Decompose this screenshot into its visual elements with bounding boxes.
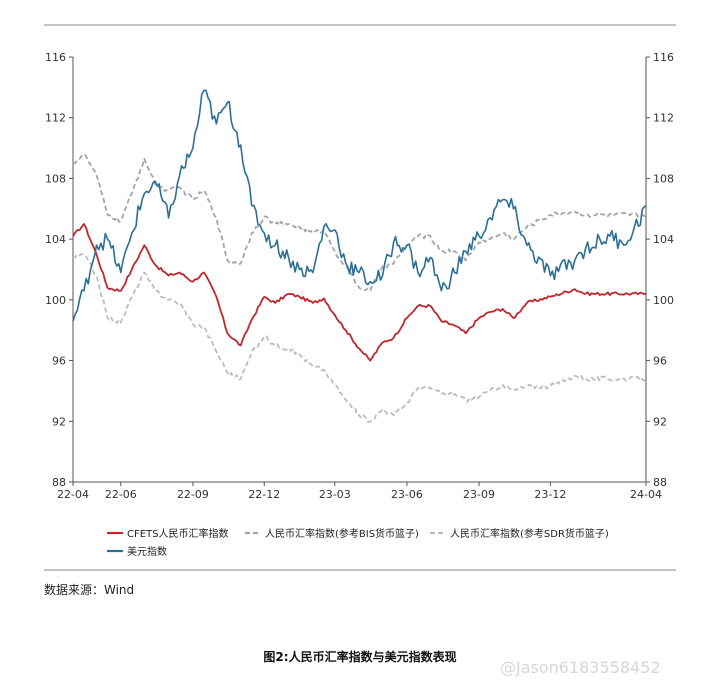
legend: CFETS人民币汇率指数 人民币汇率指数(参考BIS货币篮子) 人民币汇率指数(参考…: [107, 527, 609, 558]
x-tick-label: 23-09: [463, 488, 495, 501]
axes: 88 88 92 92 96 96 100 100 104 104 108 108 112 112 116 1…: [45, 51, 674, 501]
x-tick-label: 24-04: [630, 488, 662, 501]
y-tick-label-left: 104: [45, 233, 66, 246]
watermark: @Jason6183558452: [500, 658, 661, 677]
y-tick-label-right: 92: [653, 415, 667, 428]
x-tick-label: 23-03: [319, 488, 351, 501]
y-tick-label-left: 100: [45, 294, 66, 307]
legend-label-3: 美元指数: [127, 545, 167, 558]
y-tick-label-right: 104: [653, 233, 674, 246]
y-tick-label-left: 96: [52, 355, 66, 368]
y-tick-label-right: 88: [653, 476, 667, 489]
x-tick-label: 22-12: [248, 488, 280, 501]
y-tick-label-left: 92: [52, 415, 66, 428]
x-tick-label: 22-09: [177, 488, 209, 501]
series-group: [72, 89, 647, 423]
y-tick-label-right: 100: [653, 294, 674, 307]
series-line-2: [72, 253, 647, 423]
data-source: 数据来源：Wind: [44, 583, 135, 597]
legend-label-1: 人民币汇率指数(参考BIS货币篮子): [265, 527, 419, 540]
series-line-1: [72, 153, 647, 292]
y-tick-label-left: 88: [52, 476, 66, 489]
series-line-0: [72, 223, 647, 362]
y-tick-label-left: 108: [45, 172, 66, 185]
x-tick-label: 23-06: [391, 488, 423, 501]
legend-label-0: CFETS人民币汇率指数: [127, 527, 229, 540]
legend-label-2: 人民币汇率指数(参考SDR货币篮子): [450, 527, 609, 540]
x-tick-label: 22-04: [57, 488, 89, 501]
figure-caption: 图2:人民币汇率指数与美元指数表现: [263, 650, 457, 664]
series-line-3: [72, 89, 647, 322]
y-tick-label-right: 112: [653, 112, 674, 125]
x-tick-label: 22-06: [105, 488, 137, 501]
y-tick-label-right: 116: [653, 51, 674, 64]
y-tick-label-left: 112: [45, 112, 66, 125]
y-tick-label-left: 116: [45, 51, 66, 64]
y-tick-label-right: 108: [653, 172, 674, 185]
y-tick-label-right: 96: [653, 355, 667, 368]
x-tick-label: 23-12: [534, 488, 566, 501]
